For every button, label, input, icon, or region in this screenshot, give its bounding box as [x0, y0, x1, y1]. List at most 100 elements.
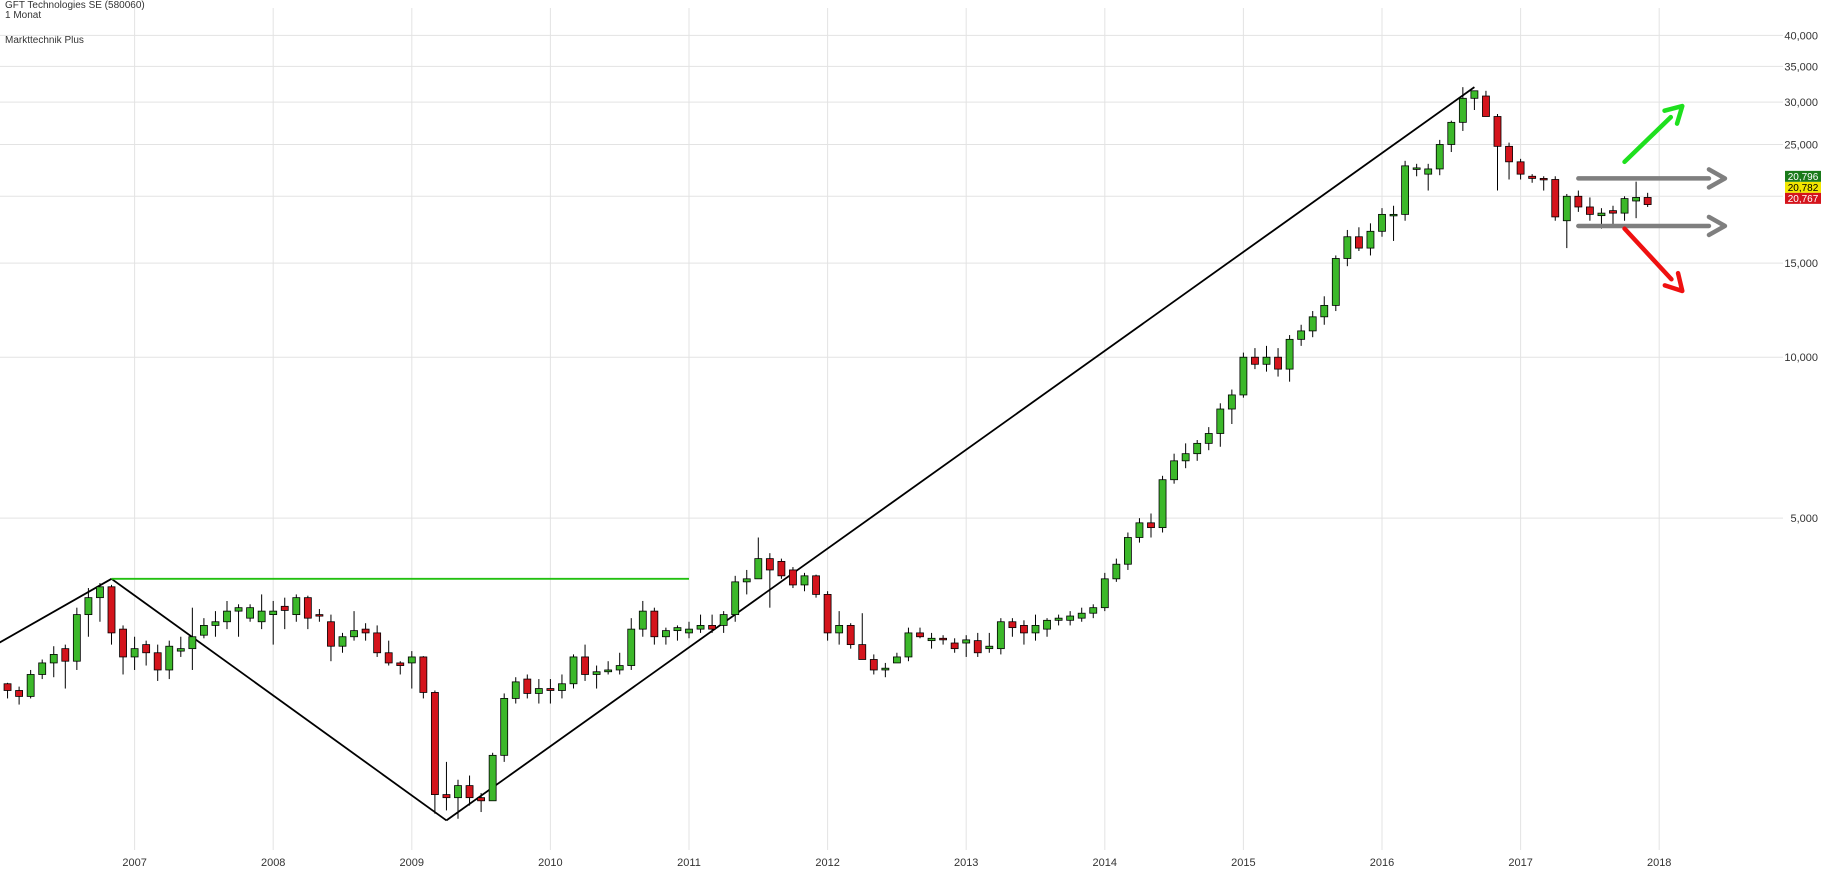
candle-body	[1516, 161, 1525, 175]
breakdown-arrow-head	[1662, 270, 1685, 294]
candle-body	[927, 637, 936, 642]
candle-body	[558, 683, 566, 691]
candle	[1262, 345, 1271, 372]
candle-body	[1609, 210, 1617, 214]
candle	[1135, 518, 1144, 543]
candle-body	[1632, 197, 1640, 202]
candle-body	[673, 627, 682, 632]
candle-body	[916, 632, 924, 638]
breakout-up-arrow-shaft	[1622, 114, 1674, 165]
candle	[49, 646, 58, 678]
candle	[592, 665, 601, 689]
candle	[638, 600, 647, 637]
candle	[696, 614, 705, 633]
candle-body	[973, 640, 982, 654]
candle	[442, 761, 451, 811]
candle-body	[1378, 213, 1386, 232]
range-bottom	[1576, 214, 1728, 238]
candle-body	[881, 667, 890, 671]
candle	[996, 618, 1005, 655]
candle	[1204, 427, 1213, 451]
y-tick-label: 10,000	[1784, 352, 1818, 364]
candle-body	[731, 581, 740, 616]
candle-body	[72, 614, 81, 662]
candle-body	[985, 645, 994, 650]
candle-body	[442, 794, 451, 799]
candle	[615, 652, 624, 675]
candle	[223, 600, 231, 630]
candle-body	[777, 560, 786, 577]
candle	[1181, 443, 1190, 469]
candle	[338, 632, 347, 653]
candle	[350, 611, 358, 641]
price-badge-label: 20,782	[1788, 183, 1819, 194]
candle-body	[962, 639, 971, 644]
x-tick-label: 2017	[1508, 857, 1532, 869]
price-badge: 20,796	[1785, 170, 1821, 183]
candle-body	[1216, 408, 1225, 434]
candle	[1516, 158, 1525, 180]
candle-body	[1470, 90, 1479, 99]
candle	[1355, 227, 1363, 252]
candle-body	[1251, 356, 1259, 365]
candle	[1066, 611, 1075, 626]
candle-body	[1124, 537, 1132, 565]
candle-body	[662, 630, 670, 638]
trend-up-2006	[0, 578, 112, 644]
candle-body	[1008, 621, 1017, 629]
candle-body	[350, 630, 358, 638]
candle	[430, 690, 439, 814]
candle	[1493, 114, 1502, 191]
candle-body	[500, 698, 509, 756]
candle	[419, 656, 428, 699]
candle	[1528, 174, 1537, 183]
candle	[1447, 120, 1456, 153]
candle	[939, 635, 947, 645]
candle	[303, 595, 312, 630]
price-badge: 20,767	[1785, 192, 1821, 205]
candle-body	[869, 659, 878, 671]
candle	[1320, 296, 1329, 325]
candle-body	[1505, 145, 1513, 163]
candle	[800, 572, 809, 592]
candle-body	[1447, 121, 1456, 145]
candle-body	[835, 625, 844, 634]
candle-body	[84, 597, 93, 616]
candle	[1632, 181, 1640, 219]
candle-body	[211, 621, 220, 626]
instrument-title: GFT Technologies SE (580060)	[5, 0, 145, 11]
candle	[1043, 618, 1051, 637]
price-badge-label: 20,767	[1788, 194, 1819, 205]
candle-body	[1308, 316, 1317, 332]
candle	[1331, 255, 1340, 312]
candle-body	[199, 625, 208, 636]
candle-body	[1482, 95, 1490, 117]
candle-body	[1401, 165, 1409, 215]
candle-body	[1077, 612, 1086, 619]
candle-body	[1389, 213, 1398, 217]
range-arrows	[1576, 103, 1728, 294]
candle	[581, 644, 589, 681]
candle-body	[904, 632, 913, 658]
candle-body	[1054, 617, 1063, 621]
breakdown-arrow	[1622, 226, 1685, 294]
candle-body	[939, 637, 947, 641]
candle-body	[280, 605, 289, 611]
y-tick-label: 30,000	[1784, 97, 1818, 109]
candle-body	[592, 671, 601, 675]
candle	[719, 611, 728, 633]
candle-body	[534, 688, 543, 694]
candle-body	[1551, 179, 1560, 218]
candle-body	[49, 654, 58, 664]
candle-body	[708, 625, 716, 630]
grid-lines	[0, 8, 1783, 850]
candle	[327, 614, 335, 662]
candle	[1031, 614, 1040, 641]
candle-body	[1562, 195, 1571, 222]
candle-body	[1135, 522, 1144, 538]
candle	[1020, 620, 1028, 645]
candle	[973, 632, 982, 657]
candle-body	[742, 578, 751, 583]
candle	[1458, 87, 1467, 131]
